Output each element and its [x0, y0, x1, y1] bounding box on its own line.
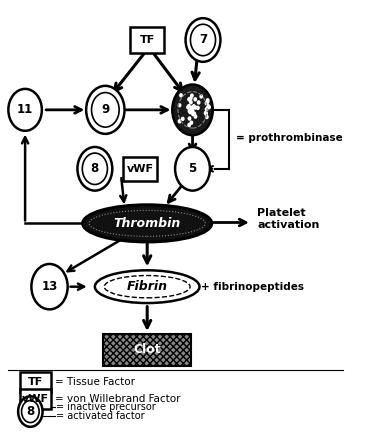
Circle shape [18, 396, 43, 427]
Circle shape [193, 105, 195, 108]
Text: = prothrombinase: = prothrombinase [236, 133, 343, 143]
FancyBboxPatch shape [20, 389, 51, 410]
Circle shape [197, 101, 200, 104]
Circle shape [191, 106, 193, 110]
Circle shape [172, 85, 213, 135]
Circle shape [188, 110, 191, 113]
Circle shape [191, 94, 193, 97]
Circle shape [197, 106, 199, 110]
Circle shape [189, 97, 192, 100]
Ellipse shape [95, 270, 200, 303]
Circle shape [188, 105, 190, 108]
Text: 7: 7 [199, 33, 207, 46]
Text: 8: 8 [91, 162, 99, 175]
Circle shape [190, 101, 192, 104]
FancyBboxPatch shape [103, 334, 192, 366]
Circle shape [191, 109, 193, 112]
Circle shape [189, 110, 192, 113]
Circle shape [187, 106, 189, 109]
Circle shape [200, 95, 203, 98]
Circle shape [180, 94, 182, 97]
Text: TF: TF [139, 35, 155, 45]
Text: vWF: vWF [22, 394, 49, 404]
Text: 13: 13 [41, 280, 58, 293]
Text: 11: 11 [17, 103, 33, 117]
Circle shape [8, 89, 42, 131]
Circle shape [194, 106, 197, 109]
Circle shape [193, 112, 196, 115]
Circle shape [181, 117, 184, 120]
Circle shape [188, 98, 191, 101]
Text: = activated factor: = activated factor [56, 411, 145, 421]
Text: = von Willebrand Factor: = von Willebrand Factor [55, 394, 180, 404]
Circle shape [191, 24, 216, 56]
Text: = Tissue Factor: = Tissue Factor [55, 377, 135, 387]
Text: 5: 5 [188, 162, 197, 175]
Circle shape [194, 115, 197, 118]
Text: Platelet
activation: Platelet activation [257, 208, 319, 230]
Circle shape [185, 18, 220, 62]
Circle shape [188, 117, 191, 120]
Circle shape [82, 153, 107, 184]
Circle shape [190, 106, 192, 110]
Circle shape [86, 86, 124, 134]
Ellipse shape [104, 276, 190, 298]
Text: TF: TF [28, 377, 43, 387]
Text: 9: 9 [101, 103, 109, 117]
Text: Fibrin: Fibrin [127, 280, 168, 293]
Circle shape [193, 106, 195, 109]
Circle shape [205, 102, 208, 105]
Circle shape [207, 104, 209, 107]
Circle shape [92, 92, 119, 127]
FancyBboxPatch shape [123, 157, 157, 180]
Text: Thrombin: Thrombin [114, 217, 181, 230]
Circle shape [22, 400, 39, 423]
Circle shape [178, 120, 181, 123]
Text: 8: 8 [26, 405, 34, 418]
Circle shape [206, 100, 209, 103]
Circle shape [189, 111, 192, 114]
Circle shape [205, 108, 208, 111]
Circle shape [205, 116, 208, 119]
Circle shape [194, 98, 196, 101]
Circle shape [192, 110, 194, 113]
Circle shape [192, 113, 194, 116]
FancyBboxPatch shape [20, 372, 51, 392]
Circle shape [175, 147, 210, 191]
Circle shape [208, 106, 210, 109]
Text: + fibrinopeptides: + fibrinopeptides [201, 282, 304, 292]
Circle shape [190, 121, 193, 124]
Circle shape [77, 147, 112, 191]
Circle shape [188, 124, 191, 127]
Circle shape [31, 264, 68, 309]
Circle shape [188, 98, 191, 101]
Circle shape [207, 99, 209, 102]
Text: vWF: vWF [127, 164, 154, 174]
Circle shape [204, 112, 207, 114]
Text: = inactive precursor: = inactive precursor [56, 402, 155, 412]
Circle shape [178, 104, 181, 107]
FancyBboxPatch shape [130, 27, 165, 53]
Ellipse shape [82, 205, 212, 242]
Text: Clot: Clot [133, 343, 161, 357]
Circle shape [205, 112, 207, 115]
